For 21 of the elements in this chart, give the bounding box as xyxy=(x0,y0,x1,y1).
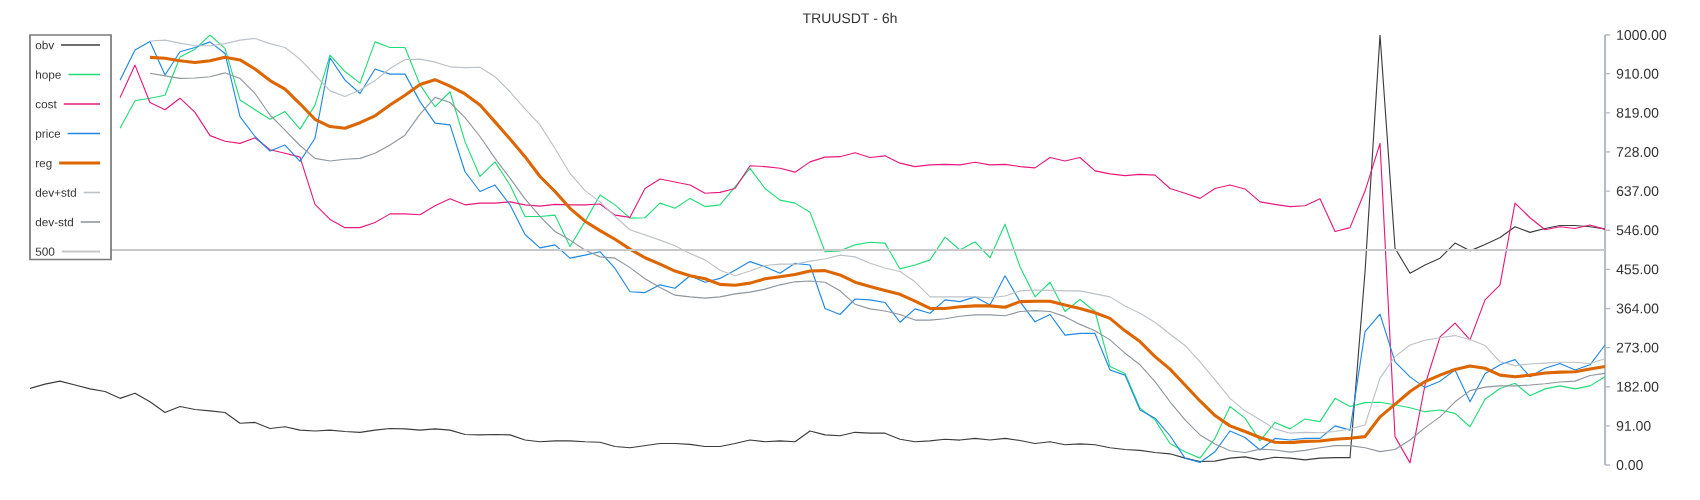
chart-title: TRUUSDT - 6h xyxy=(802,12,897,24)
legend-label: price xyxy=(36,129,61,141)
y-tick-label: 273.00 xyxy=(1616,342,1659,353)
y-tick-label: 182.00 xyxy=(1617,381,1659,392)
y-tick-label: 546.00 xyxy=(1616,225,1659,236)
y-tick-label: 819.00 xyxy=(1616,107,1659,118)
y-tick-label: 364.00 xyxy=(1616,303,1659,314)
y-tick-label: 910.00 xyxy=(1616,68,1659,79)
ref-line-label: 500 xyxy=(35,247,55,256)
legend-label: hope xyxy=(36,70,61,82)
legend-label: reg xyxy=(36,160,52,170)
y-tick-label: 728.00 xyxy=(1616,147,1659,157)
legend-label: obv xyxy=(35,40,55,50)
legend-label: dev+std xyxy=(35,188,76,197)
y-tick-label: 455.00 xyxy=(1616,264,1659,275)
y-tick-label: 91.00 xyxy=(1616,420,1651,431)
y-tick-label: 1000.00 xyxy=(1617,30,1667,40)
legend-label: cost xyxy=(35,100,57,109)
y-tick-label: 0.00 xyxy=(1616,460,1643,470)
y-tick-label: 637.00 xyxy=(1616,186,1659,197)
legend-label: dev-std xyxy=(35,217,73,227)
